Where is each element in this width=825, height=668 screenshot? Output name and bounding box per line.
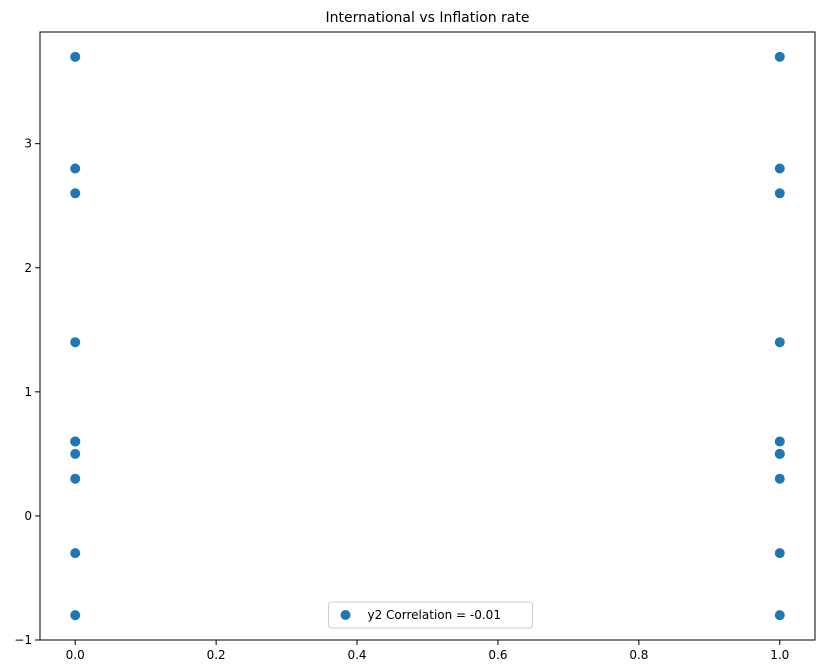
data-point [70, 337, 81, 348]
data-point [70, 163, 81, 174]
data-point [774, 51, 785, 62]
y-tick-label: 0 [24, 509, 32, 523]
y-tick-label: 3 [24, 137, 32, 151]
x-axis: 0.0 0.2 0.4 0.6 0.8 1.0 [66, 640, 789, 662]
y-tick-label: 1 [24, 385, 32, 399]
y-tick-label: −1 [14, 633, 32, 647]
x-tick-label: 0.2 [207, 648, 226, 662]
data-points [70, 51, 785, 621]
data-point [774, 436, 785, 447]
data-point [774, 473, 785, 484]
legend-marker [340, 610, 351, 620]
data-point [70, 548, 81, 559]
plot-area [39, 31, 816, 641]
data-point [774, 163, 785, 174]
y-tick-label: 2 [24, 261, 32, 275]
legend-label: y2 Correlation = -0.01 [368, 608, 501, 622]
data-point [774, 448, 785, 459]
data-point [774, 188, 785, 199]
y-axis: −1 0 1 2 3 [14, 137, 40, 647]
legend-box [328, 601, 533, 629]
chart-title: International vs Inflation rate [326, 10, 530, 26]
data-point [70, 51, 81, 62]
x-tick-label: 1.0 [770, 648, 789, 662]
data-point [774, 610, 785, 621]
data-point [774, 548, 785, 559]
data-point [70, 473, 81, 484]
x-tick-label: 0.6 [488, 648, 507, 662]
data-point [70, 448, 81, 459]
legend: y2 Correlation = -0.01 [328, 601, 533, 629]
data-point [774, 337, 785, 348]
data-point [70, 610, 81, 621]
x-tick-label: 0.8 [629, 648, 648, 662]
data-point [70, 436, 81, 447]
data-point [70, 188, 81, 199]
x-tick-label: 0.4 [347, 648, 366, 662]
x-tick-label: 0.0 [66, 648, 85, 662]
